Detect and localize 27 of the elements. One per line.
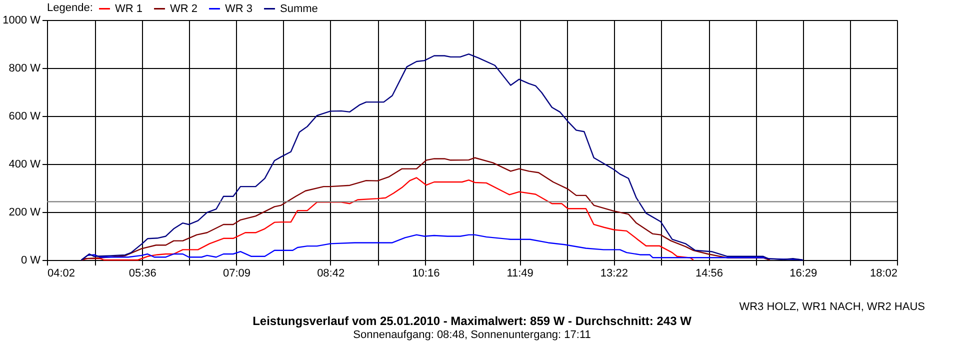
text: WR3 HOLZ, WR1 NACH, WR2 HAUS	[739, 301, 925, 313]
x-tick-label: 18:02	[870, 268, 898, 280]
y-tick-label: 800 W	[8, 62, 42, 74]
x-tick-label: 11:49	[506, 268, 534, 280]
x-tick-label: 14:56	[696, 268, 724, 280]
line-series	[80, 157, 771, 261]
y-tick-label: 200 W	[8, 206, 42, 218]
x-tick-label: 07:09	[222, 268, 250, 280]
x-tick-label: 13:22	[600, 268, 628, 280]
legend-label: WR 2	[170, 2, 198, 15]
x-tick-label: 10:16	[412, 268, 440, 280]
legend-label: WR 1	[115, 2, 142, 15]
text: Leistungsverlauf vom 25.01.2010 - Maximalwert: 859 W - Durchschnitt: 243 W	[252, 314, 692, 328]
legend-label: Summe	[280, 2, 318, 15]
x-tick-label: 05:36	[128, 268, 156, 280]
y-tick-label: 400 W	[8, 158, 42, 170]
y-tick-label: 0 W	[20, 254, 42, 266]
y-tick-label: 600 W	[8, 110, 42, 122]
x-tick-label: 16:29	[790, 268, 818, 280]
x-tick-label: 04:02	[48, 268, 76, 280]
legend-title: Legende:	[47, 2, 93, 14]
legend-label: WR 3	[225, 2, 252, 15]
y-tick-label: 1000 W	[2, 14, 42, 26]
x-tick-label: 08:42	[317, 268, 345, 280]
line-series	[80, 53, 804, 261]
text: Sonnenaufgang: 08:48, Sonnenuntergang: 17:11	[353, 329, 591, 341]
line-series	[80, 177, 694, 261]
